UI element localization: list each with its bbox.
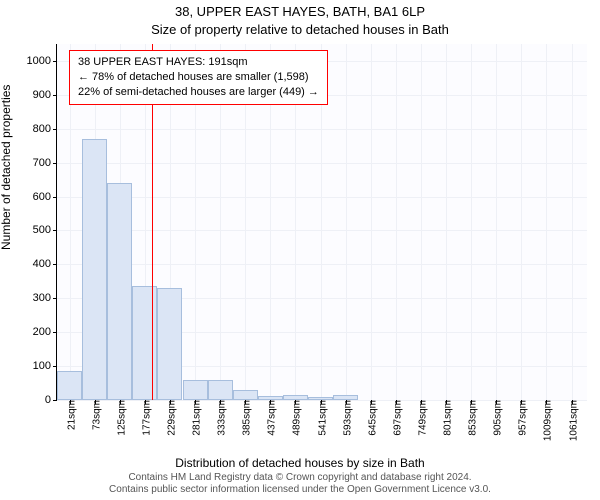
histogram-bar: [82, 139, 107, 400]
ytick-label: 1000: [27, 55, 57, 67]
xtick-label: 229sqm: [162, 400, 177, 436]
ytick-label: 600: [33, 191, 57, 203]
xtick-label: 1061sqm: [564, 400, 579, 441]
ytick-label: 400: [33, 258, 57, 270]
histogram-bar: [308, 397, 333, 400]
chart-subtitle: Size of property relative to detached ho…: [0, 22, 600, 37]
histogram-bar: [157, 288, 182, 400]
xtick-label: 281sqm: [188, 400, 203, 436]
gridline-v: [346, 44, 347, 400]
ytick-label: 700: [33, 157, 57, 169]
ytick-label: 900: [33, 89, 57, 101]
gridline-h: [57, 264, 587, 265]
chart-title: 38, UPPER EAST HAYES, BATH, BA1 6LP: [0, 4, 600, 19]
xtick-label: 749sqm: [413, 400, 428, 436]
histogram-bar: [258, 396, 283, 400]
ytick-label: 100: [33, 360, 57, 372]
gridline-v: [471, 44, 472, 400]
gridline-v: [421, 44, 422, 400]
x-axis-label: Distribution of detached houses by size …: [0, 456, 600, 470]
xtick-label: 21sqm: [62, 400, 77, 430]
ytick-label: 200: [33, 326, 57, 338]
ytick-label: 300: [33, 292, 57, 304]
plot-area: 0100200300400500600700800900100021sqm73s…: [56, 44, 587, 401]
annotation-line-2: ← 78% of detached houses are smaller (1,…: [78, 70, 319, 85]
xtick-label: 853sqm: [464, 400, 479, 436]
histogram-bar: [233, 390, 258, 400]
gridline-v: [496, 44, 497, 400]
gridline-h: [57, 163, 587, 164]
gridline-h: [57, 197, 587, 198]
gridline-v: [572, 44, 573, 400]
y-axis-label: Number of detached properties: [0, 85, 13, 250]
gridline-v: [521, 44, 522, 400]
xtick-label: 801sqm: [439, 400, 454, 436]
histogram-bar: [57, 371, 82, 400]
xtick-label: 593sqm: [338, 400, 353, 436]
gridline-v: [396, 44, 397, 400]
gridline-v: [371, 44, 372, 400]
xtick-label: 489sqm: [288, 400, 303, 436]
attribution: Contains HM Land Registry data © Crown c…: [0, 472, 600, 496]
annotation-box: 38 UPPER EAST HAYES: 191sqm ← 78% of det…: [69, 50, 328, 105]
histogram-bar: [107, 183, 132, 400]
xtick-label: 697sqm: [388, 400, 403, 436]
xtick-label: 177sqm: [137, 400, 152, 436]
xtick-label: 125sqm: [112, 400, 127, 436]
xtick-label: 1009sqm: [539, 400, 554, 441]
ytick-label: 800: [33, 123, 57, 135]
gridline-v: [546, 44, 547, 400]
histogram-bar: [183, 380, 208, 400]
histogram-bar: [283, 395, 308, 400]
xtick-label: 333sqm: [213, 400, 228, 436]
xtick-label: 437sqm: [263, 400, 278, 436]
xtick-label: 905sqm: [489, 400, 504, 436]
gridline-h: [57, 230, 587, 231]
histogram-bar: [132, 286, 157, 400]
xtick-label: 957sqm: [514, 400, 529, 436]
gridline-h: [57, 129, 587, 130]
xtick-label: 645sqm: [363, 400, 378, 436]
annotation-line-1: 38 UPPER EAST HAYES: 191sqm: [78, 55, 319, 70]
histogram-bar: [333, 395, 358, 400]
ytick-label: 500: [33, 224, 57, 236]
ytick-label: 0: [45, 394, 57, 406]
xtick-label: 73sqm: [87, 400, 102, 430]
attribution-line-2: Contains public sector information licen…: [0, 484, 600, 496]
attribution-line-1: Contains HM Land Registry data © Crown c…: [0, 472, 600, 484]
xtick-label: 385sqm: [238, 400, 253, 436]
histogram-bar: [208, 380, 233, 400]
annotation-line-3: 22% of semi-detached houses are larger (…: [78, 85, 319, 100]
xtick-label: 541sqm: [313, 400, 328, 436]
gridline-v: [446, 44, 447, 400]
chart-container: 38, UPPER EAST HAYES, BATH, BA1 6LP Size…: [0, 0, 600, 500]
